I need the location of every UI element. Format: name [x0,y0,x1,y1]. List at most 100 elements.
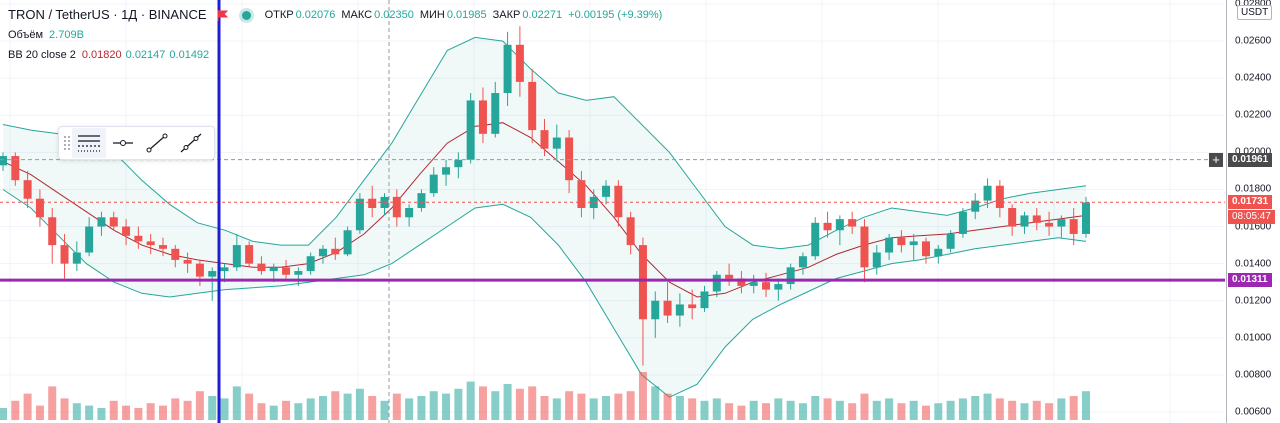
candle-body [417,193,426,208]
close-value: 0.02271 [522,9,563,21]
candle-body [700,291,709,309]
bb-upper-value: 0.02147 [125,49,166,61]
candle-body [331,248,340,255]
volume-bar [1032,400,1041,420]
volume-bar [134,408,143,420]
candle-body [922,241,931,257]
trend-line-button[interactable] [140,128,174,158]
volume-bars [0,372,1090,420]
price-tick: 0.02200 [1235,109,1272,121]
candle-body [134,235,143,242]
extended-line-button[interactable] [174,128,208,158]
volume-bar [232,386,241,420]
bb-basis-value: 0.01820 [81,49,122,61]
candle-body [183,259,192,264]
volume-bar [417,396,426,420]
drawing-overlays [0,0,1225,423]
candle-body [23,180,32,199]
bb-upper-line [2,36,1087,250]
candle-body [823,222,832,231]
volume-bar [860,393,869,420]
candle-body [786,267,795,285]
candlesticks [0,26,1090,366]
volume-bar [257,403,266,420]
volume-bar [392,393,401,420]
line-style-button[interactable] [72,128,106,158]
candle-body [614,185,623,218]
volume-bar [774,398,783,420]
volume-bar [737,405,746,420]
price-tick: 0.02000 [1235,147,1271,158]
volume-bar [1045,403,1054,420]
candle-body [318,248,327,257]
price-axis[interactable]: 0.02800 0.02600 0.02400 0.02200 0.02000 0.018… [1226,0,1280,423]
candle-body [269,267,278,272]
bb-lower-line [2,189,1087,398]
bb-lower-value: 0.01492 [169,49,210,61]
candle-body [811,222,820,257]
price-tick: 0.00600 [1235,406,1272,418]
flag-icon[interactable] [217,9,228,21]
volume-bar [897,403,906,420]
candle-body [565,137,574,181]
volume-bar [983,393,992,420]
volume-bar [922,405,931,420]
price-tick: 0.01000 [1235,332,1272,344]
volume-bar [331,391,340,420]
volume-bar [589,398,598,420]
volume-bar [786,400,795,420]
bb-label[interactable]: BB 20 close 2 [8,49,76,61]
volume-bar [245,393,254,420]
volume-bar [72,403,81,420]
volume-bar [478,386,487,420]
volume-bar [0,408,7,420]
volume-bar [762,403,771,420]
volume-bar [958,398,967,420]
volume-bar [602,396,611,420]
candle-body [638,245,647,320]
candle-body [171,248,180,260]
candle-body [762,282,771,290]
candle-body [306,256,315,272]
volume-bar [823,398,832,420]
volume-bar [995,398,1004,420]
low-value: 0.01985 [446,9,487,21]
volume-bar [552,398,561,420]
volume-bar [946,400,955,420]
symbol-title[interactable]: TRON / TetherUS · 1Д · BINANCE [8,7,207,22]
hline-price-label: 0.01311 [1228,273,1272,288]
drag-grip-icon[interactable] [62,131,72,155]
candle-body [909,241,918,246]
candle-body [466,100,475,160]
volume-bar [565,391,574,420]
candle-body [429,174,438,194]
add-alert-button[interactable]: + [1209,152,1223,167]
trend-line-icon [146,133,168,153]
volume-bar [1008,400,1017,420]
volume-bar [577,393,586,420]
volume-bar [725,403,734,420]
volume-bar [294,403,303,420]
volume-bar [749,400,758,420]
candle-body [109,217,118,227]
currency-label[interactable]: USDT [1237,5,1273,20]
candle-body [872,252,881,268]
open-label: ОТКР [264,9,294,21]
candle-body [848,219,857,227]
price-tick: 0.00800 [1235,369,1272,381]
volume-bar [1057,398,1066,420]
volume-bar [11,400,20,420]
volume-bar [306,398,315,420]
last-price-label: 0.01731 [1228,195,1273,210]
candle-body [626,217,635,246]
volume-bar [146,403,155,420]
candle-body [675,304,684,316]
volume-bar [1082,391,1090,420]
horizontal-line-button[interactable] [106,128,140,158]
volume-value: 2.709B [49,29,84,41]
candle-body [774,284,783,290]
volume-bar [195,391,204,420]
volume-label[interactable]: Объём [8,29,44,41]
volume-bar [675,396,684,420]
